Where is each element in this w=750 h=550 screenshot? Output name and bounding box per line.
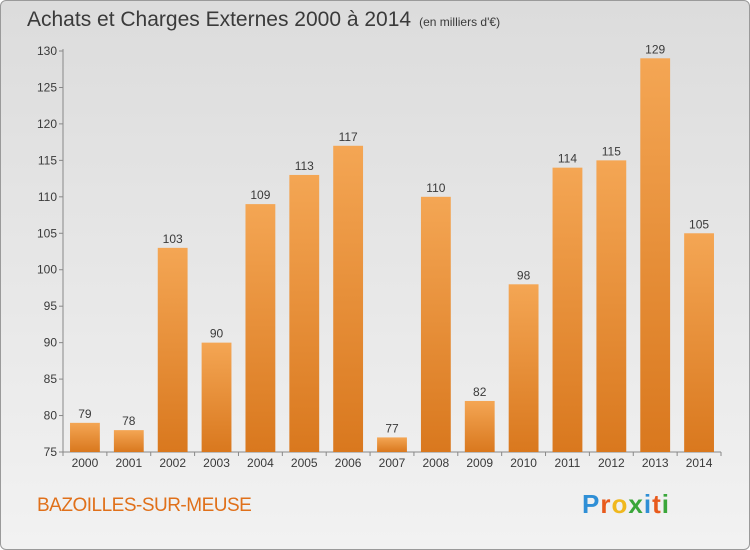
data-label-2000: 79: [78, 407, 92, 421]
proxiti-logo[interactable]: Proxiti: [582, 489, 670, 520]
bar-2004: [245, 204, 276, 452]
data-label-2013: 129: [645, 42, 665, 56]
data-label-2009: 82: [473, 385, 487, 399]
logo-letter: o: [611, 489, 629, 519]
x-tick-label-2013: 2013: [642, 456, 669, 470]
data-label-2010: 98: [517, 268, 531, 282]
bar-2010: [508, 284, 539, 452]
bar-2001: [113, 430, 144, 452]
chart-unit: (en milliers d'€): [419, 15, 501, 29]
bar-2002: [157, 247, 188, 452]
data-label-2005: 113: [295, 159, 314, 173]
data-label-2011: 114: [558, 152, 577, 166]
y-tick-label: 125: [37, 80, 57, 94]
bar-2008: [420, 196, 451, 452]
x-tick-labels: 2000 2001 2002 2003 2004 2005 2006 2007 2008 2009…: [72, 456, 713, 470]
x-tick-label-2006: 2006: [335, 456, 362, 470]
x-tick-label-2008: 2008: [423, 456, 450, 470]
y-tick-label: 85: [44, 372, 58, 386]
city-name: BAZOILLES-SUR-MEUSE: [37, 495, 252, 516]
bar-2007: [377, 437, 407, 452]
bar-2000: [70, 422, 100, 452]
x-tick-label-2011: 2011: [555, 456, 581, 470]
data-label-2014: 105: [689, 217, 709, 231]
logo-letter: P: [582, 489, 601, 519]
bar-2006: [333, 145, 364, 453]
data-label-2002: 103: [163, 232, 183, 246]
y-tick-label: 110: [38, 190, 57, 204]
x-tick-label-2000: 2000: [72, 456, 99, 470]
y-tick-label: 80: [44, 409, 58, 423]
y-tick-label: 105: [37, 226, 57, 240]
x-tick-label-2009: 2009: [466, 456, 493, 470]
bar-2013: [640, 58, 671, 453]
bar-2012: [596, 160, 627, 452]
logo-letter: i: [643, 489, 653, 519]
data-label-2004: 109: [250, 188, 270, 202]
logo-letter: x: [628, 489, 644, 519]
chart-title-text: Achats et Charges Externes 2000 à 2014: [27, 8, 412, 31]
logo-letter: r: [600, 489, 612, 519]
y-tick-label: 115: [38, 153, 57, 167]
y-tick-label: 120: [37, 117, 57, 131]
bar-2014: [684, 233, 714, 452]
bars: [70, 58, 714, 453]
data-labels: 79 78 103 90 109 113 117 77 110 82 98 114 115 129 105: [78, 42, 709, 435]
x-tick-label-2010: 2010: [510, 456, 537, 470]
y-tick-label: 90: [44, 336, 58, 350]
data-label-2003: 90: [210, 327, 224, 341]
logo-letter: t: [652, 489, 662, 519]
bar-2009: [464, 400, 495, 452]
data-label-2001: 78: [122, 414, 136, 428]
x-tick-label-2003: 2003: [203, 456, 230, 470]
y-tick-label: 95: [44, 299, 58, 313]
x-tick-label-2004: 2004: [247, 456, 274, 470]
y-tick-labels: 75 80 85 90 95 100 105 110 115 120 125 130: [37, 44, 57, 459]
data-label-2008: 110: [426, 181, 445, 195]
bar-2011: [552, 167, 583, 452]
logo-letter: i: [661, 489, 670, 519]
bar-2003: [201, 342, 232, 452]
x-tick-label-2002: 2002: [159, 456, 186, 470]
x-tick-label-2001: 2001: [115, 456, 142, 470]
chart-title: Achats et Charges Externes 2000 à 2014 (e…: [27, 8, 500, 32]
y-tick-label: 100: [37, 263, 57, 277]
bar-2005: [289, 174, 320, 453]
x-tick-label-2014: 2014: [686, 456, 713, 470]
y-tick-label: 130: [37, 44, 57, 58]
data-label-2006: 117: [339, 130, 358, 144]
y-tick-label: 75: [44, 445, 58, 459]
x-tick-label-2007: 2007: [379, 456, 406, 470]
data-label-2007: 77: [385, 421, 399, 435]
x-tick-label-2012: 2012: [598, 456, 625, 470]
data-label-2012: 115: [602, 144, 621, 158]
x-tick-label-2005: 2005: [291, 456, 318, 470]
